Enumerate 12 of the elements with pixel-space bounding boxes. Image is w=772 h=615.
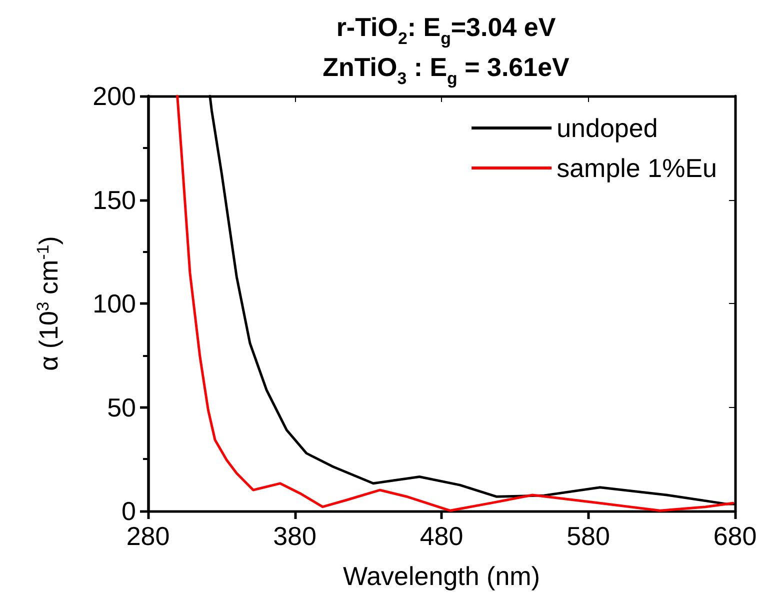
y-tick-label: 200 (92, 81, 136, 111)
x-tick-label: 680 (713, 521, 757, 551)
y-axis-title: α (103 cm-1) (33, 236, 64, 371)
y-tick-label: 50 (107, 392, 136, 422)
legend-label: sample 1%Eu (556, 153, 718, 183)
x-tick-label: 380 (273, 521, 316, 551)
legend-label: undoped (556, 113, 658, 143)
x-axis-title: Wavelength (nm) (343, 561, 540, 591)
y-tick-label: 100 (92, 288, 136, 318)
x-tick-label: 480 (420, 521, 464, 551)
y-tick-label: 150 (92, 184, 136, 215)
x-tick-label: 580 (566, 521, 610, 551)
